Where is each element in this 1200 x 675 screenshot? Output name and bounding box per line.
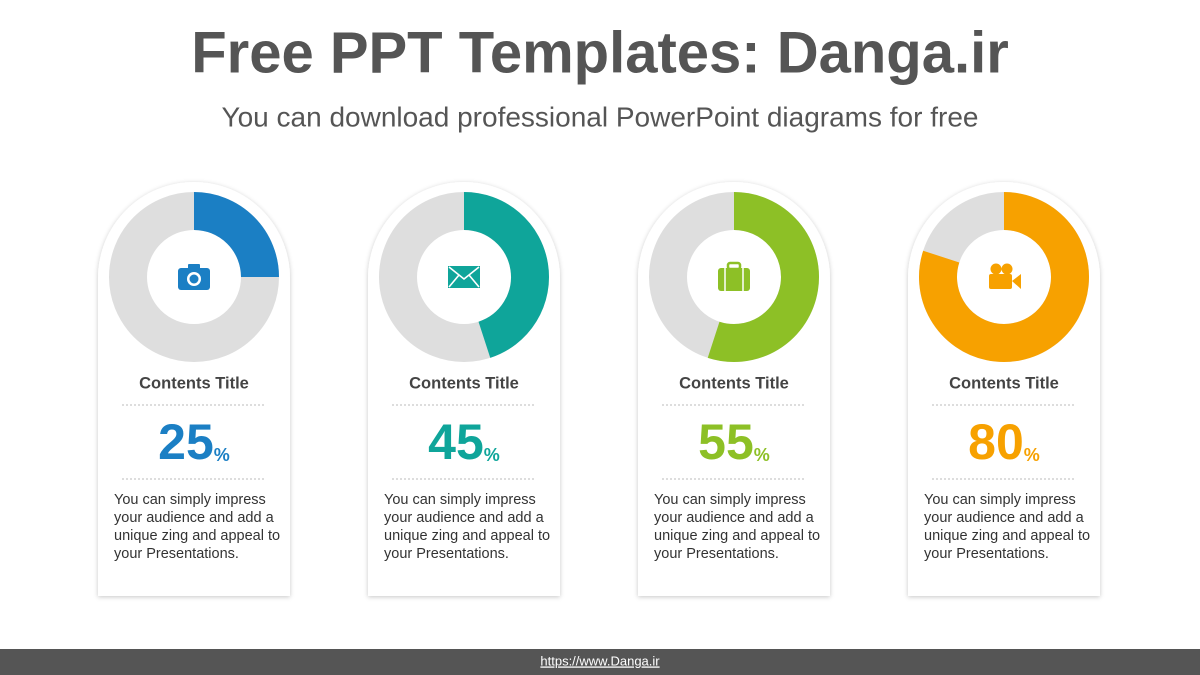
- icon-part: [448, 266, 480, 288]
- icon: [718, 261, 750, 291]
- icon: [178, 264, 210, 290]
- icon-part: [718, 268, 750, 291]
- icon-part: [188, 264, 200, 270]
- icon-part: [1012, 274, 1021, 289]
- card: Contents Title 55%: [638, 182, 830, 596]
- value-unit: %: [484, 445, 500, 465]
- value-unit: %: [214, 445, 230, 465]
- description: You can simply impress your audience and…: [114, 492, 281, 562]
- icon-part: [448, 266, 480, 288]
- card-title: Contents Title: [139, 374, 249, 392]
- value-number: 55: [698, 414, 754, 470]
- value-label: 80%: [968, 414, 1040, 470]
- value-unit: %: [1024, 445, 1040, 465]
- icon-part: [990, 263, 1002, 275]
- value-label: 45%: [428, 414, 500, 470]
- donut-arc: [919, 192, 1089, 362]
- subtitle: You can download professional PowerPoint…: [222, 101, 979, 132]
- icon: [448, 266, 480, 288]
- value-unit: %: [754, 445, 770, 465]
- donut-arc: [193, 192, 279, 278]
- donut-arc: [463, 192, 549, 358]
- value-number: 25: [158, 414, 214, 470]
- icon: [989, 263, 1021, 289]
- description: You can simply impress your audience and…: [654, 492, 821, 562]
- value-label: 55%: [698, 414, 770, 470]
- card-title: Contents Title: [949, 374, 1059, 392]
- footer-link[interactable]: https://www.Danga.ir: [540, 653, 660, 668]
- description: You can simply impress your audience and…: [384, 492, 551, 562]
- donut-arc: [707, 192, 819, 362]
- value-label: 25%: [158, 414, 230, 470]
- description: You can simply impress your audience and…: [924, 492, 1091, 562]
- icon-part: [1001, 263, 1013, 275]
- card: Contents Title 80%: [908, 182, 1100, 596]
- value-number: 80: [968, 414, 1024, 470]
- icon-part: [989, 274, 1012, 289]
- value-number: 45: [428, 414, 484, 470]
- card-title: Contents Title: [409, 374, 519, 392]
- card: Contents Title 25%: [98, 182, 290, 596]
- icon-part: [189, 274, 199, 284]
- card: Contents Title 45%: [368, 182, 560, 596]
- footer-bar: [0, 649, 1200, 675]
- card-title: Contents Title: [679, 374, 789, 392]
- title: Free PPT Templates: Danga.ir: [191, 20, 1009, 85]
